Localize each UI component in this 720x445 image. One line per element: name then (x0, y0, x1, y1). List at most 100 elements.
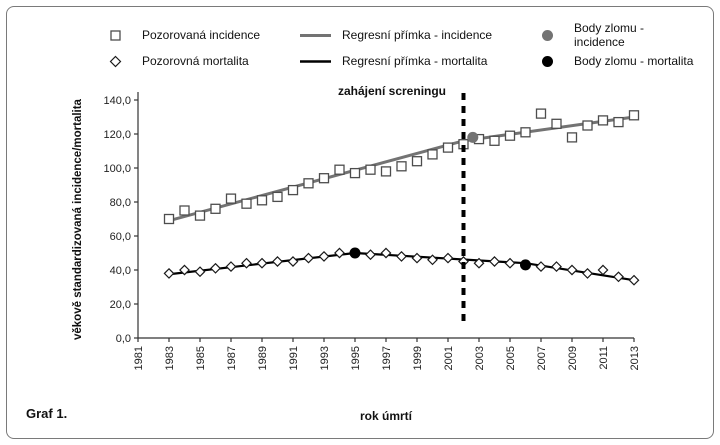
incidence-point (241, 198, 252, 209)
legend-item-open-diamond: Pozorovná mortalita (98, 54, 298, 68)
x-tick-label: 2005 (505, 346, 517, 370)
mortality-point (256, 257, 268, 269)
black-line-icon (300, 59, 331, 63)
incidence-point (520, 127, 531, 138)
mortality-point (613, 271, 624, 283)
screening-annotation: zahájení screningu (337, 84, 447, 98)
mortality-point (225, 261, 237, 273)
x-tick-label: 2013 (629, 346, 641, 370)
mortality-point (241, 257, 252, 269)
incidence-point (551, 118, 562, 129)
mortality-point (365, 249, 376, 261)
mortality-point (210, 262, 221, 274)
legend: Pozorovaná incidence Pozorovná mortalita R… (98, 21, 698, 74)
y-tick-label: 20,0 (110, 299, 131, 311)
mortality-point (411, 252, 423, 264)
gray-dot-icon (542, 29, 553, 41)
incidence-point (349, 167, 361, 179)
x-tick-label: 1993 (319, 346, 331, 370)
y-tick-label: 140,0 (103, 95, 131, 107)
incidence-point (163, 213, 175, 225)
incidence-point (256, 195, 268, 206)
incidence-point (225, 193, 237, 204)
incidence-point (380, 166, 392, 177)
mortality-point (396, 250, 407, 262)
incidence-point (535, 108, 547, 119)
x-tick-label: 2001 (443, 346, 455, 370)
legend-item-black-dot: Body zlomu - mortalita (530, 54, 698, 68)
gray-line-icon (300, 33, 331, 37)
x-tick-label: 1983 (164, 346, 176, 370)
mortality-point (303, 252, 314, 264)
legend-label: Regresní přímka - incidence (342, 28, 493, 42)
mortality-point (427, 254, 438, 266)
x-tick-label: 2009 (567, 346, 579, 370)
mortality-point (179, 264, 190, 276)
legend-label: Pozorovná mortalita (142, 54, 249, 68)
x-tick-label: 2011 (598, 346, 610, 370)
mortality-point (473, 257, 485, 269)
incidence-point (287, 184, 299, 196)
y-tick-label: 0,0 (116, 333, 131, 345)
mortality-point (380, 247, 392, 259)
mortality-point (582, 267, 593, 279)
mortality-point (628, 274, 640, 286)
black-dot-icon (542, 55, 553, 67)
incidence-point (334, 164, 345, 175)
x-axis-label: rok úmrtí (359, 409, 412, 423)
legend-label: Pozorovaná incidence (142, 28, 261, 42)
incidence-point (442, 142, 454, 153)
open-diamond-icon (109, 55, 122, 67)
y-tick-label: 40,0 (110, 265, 131, 277)
x-tick-label: 1997 (381, 346, 393, 370)
x-tick-label: 1981 (133, 346, 145, 370)
x-tick-label: 1985 (195, 346, 207, 370)
mortality-point (163, 267, 175, 279)
mortality-point (318, 250, 330, 262)
mortality-point (489, 256, 500, 267)
x-tick-label: 1989 (257, 346, 269, 370)
incidence-point (504, 130, 516, 141)
y-tick-label: 100,0 (103, 163, 131, 175)
y-tick-label: 80,0 (110, 197, 131, 209)
legend-label: Body zlomu - incidence (574, 21, 645, 49)
mortality-breakpoint-dot (349, 247, 361, 259)
incidence-point (303, 178, 314, 189)
incidence-point (272, 191, 283, 203)
legend-label: Body zlomu - mortalita (574, 54, 694, 68)
mortality-point (272, 256, 283, 267)
mortality-point (194, 266, 206, 278)
mortality-point (535, 261, 547, 273)
x-tick-label: 2003 (474, 346, 486, 370)
y-tick-label: 60,0 (110, 231, 131, 243)
incidence-point (318, 173, 330, 184)
mortality-point (334, 247, 345, 259)
incidence-point (582, 120, 593, 131)
incidence-point (179, 205, 190, 216)
legend-item-gray-line: Regresní přímka - incidence (298, 28, 530, 42)
legend-item-black-line: Regresní přímka - mortalita (298, 54, 530, 68)
incidence-point (628, 110, 640, 121)
legend-item-gray-dot: Body zlomu - incidence (530, 21, 698, 49)
incidence-point (411, 156, 423, 167)
mortality-point (566, 264, 578, 276)
incidence-point (597, 115, 609, 126)
legend-label: Regresní přímka - mortalita (342, 54, 488, 68)
mortality-breakpoint-dot (520, 259, 531, 271)
incidence-point (365, 164, 376, 175)
incidence-point (396, 161, 407, 172)
incidence-point (194, 210, 206, 221)
legend-item-open-square: Pozorovaná incidence (98, 28, 298, 42)
incidence-point (489, 135, 500, 146)
incidence-breakpoint-dot (467, 131, 479, 143)
x-tick-label: 1987 (226, 346, 238, 370)
x-tick-label: 1991 (288, 346, 300, 370)
mortality-point (442, 252, 454, 264)
x-tick-label: 1999 (412, 346, 424, 370)
y-tick-label: 120,0 (103, 129, 131, 141)
open-square-icon (110, 29, 121, 41)
mortality-point (597, 264, 609, 276)
mortality-point (551, 261, 562, 273)
